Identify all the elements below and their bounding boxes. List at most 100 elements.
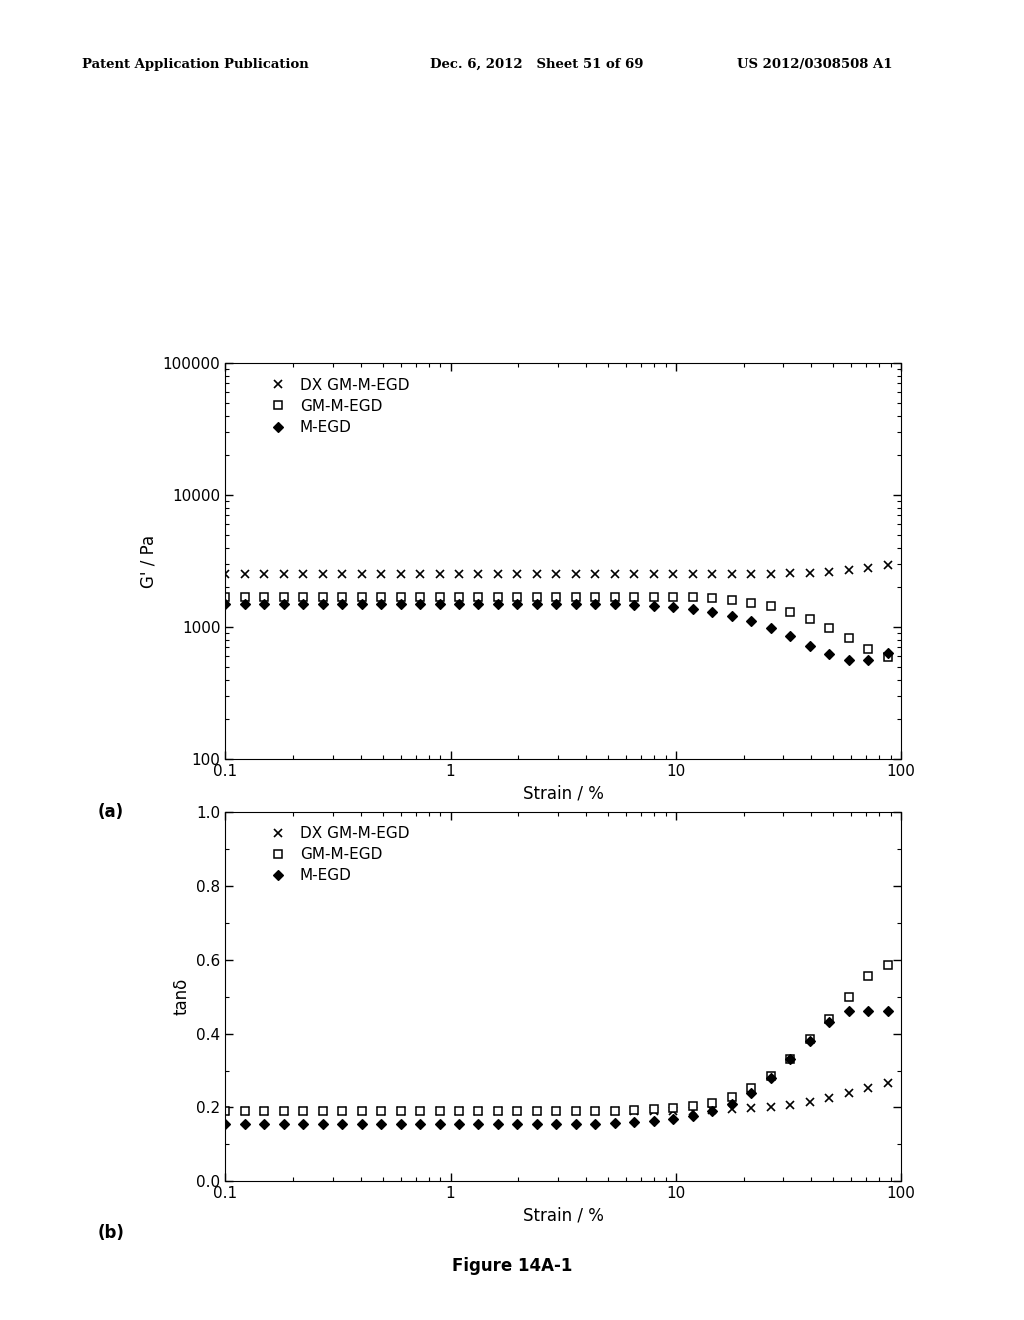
M-EGD xyxy=(882,645,894,661)
GM-M-EGD xyxy=(882,957,894,973)
Line: DX GM-M-EGD: DX GM-M-EGD xyxy=(221,1080,892,1115)
M-EGD xyxy=(453,1117,465,1133)
M-EGD xyxy=(608,597,621,612)
M-EGD xyxy=(239,1117,251,1133)
M-EGD xyxy=(765,1071,777,1086)
M-EGD xyxy=(316,1117,329,1133)
DX GM-M-EGD xyxy=(394,566,407,582)
M-EGD xyxy=(394,595,407,611)
M-EGD xyxy=(862,652,874,668)
DX GM-M-EGD xyxy=(843,562,855,578)
M-EGD xyxy=(589,1117,601,1133)
DX GM-M-EGD xyxy=(628,1104,640,1119)
M-EGD xyxy=(530,595,543,611)
DX GM-M-EGD xyxy=(765,566,777,582)
M-EGD xyxy=(608,1115,621,1131)
M-EGD xyxy=(784,628,797,644)
M-EGD xyxy=(278,595,290,611)
DX GM-M-EGD xyxy=(278,566,290,582)
GM-M-EGD xyxy=(511,1104,523,1119)
DX GM-M-EGD xyxy=(667,566,679,582)
M-EGD xyxy=(492,595,504,611)
M-EGD xyxy=(687,601,699,616)
M-EGD xyxy=(765,620,777,636)
M-EGD xyxy=(414,1117,426,1133)
M-EGD xyxy=(667,599,679,615)
GM-M-EGD xyxy=(239,589,251,605)
M-EGD xyxy=(433,1117,445,1133)
M-EGD xyxy=(628,597,640,612)
GM-M-EGD xyxy=(784,1052,797,1068)
GM-M-EGD xyxy=(804,611,816,627)
M-EGD xyxy=(355,1117,368,1133)
M-EGD xyxy=(297,595,309,611)
GM-M-EGD xyxy=(804,1031,816,1047)
GM-M-EGD xyxy=(375,1104,387,1119)
GM-M-EGD xyxy=(784,605,797,620)
DX GM-M-EGD xyxy=(687,566,699,582)
M-EGD xyxy=(647,1113,659,1129)
DX GM-M-EGD xyxy=(492,566,504,582)
GM-M-EGD xyxy=(823,619,836,635)
DX GM-M-EGD xyxy=(569,1104,582,1119)
M-EGD xyxy=(589,597,601,612)
GM-M-EGD xyxy=(530,589,543,605)
GM-M-EGD xyxy=(862,969,874,985)
GM-M-EGD xyxy=(687,589,699,605)
DX GM-M-EGD xyxy=(784,565,797,581)
DX GM-M-EGD xyxy=(823,1090,836,1106)
GM-M-EGD xyxy=(726,593,738,609)
DX GM-M-EGD xyxy=(375,566,387,582)
Text: (b): (b) xyxy=(97,1224,124,1242)
M-EGD xyxy=(569,595,582,611)
DX GM-M-EGD xyxy=(628,566,640,582)
M-EGD xyxy=(823,647,836,663)
M-EGD xyxy=(239,595,251,611)
GM-M-EGD xyxy=(355,1104,368,1119)
DX GM-M-EGD xyxy=(550,566,562,582)
GM-M-EGD xyxy=(843,631,855,647)
Text: Dec. 6, 2012   Sheet 51 of 69: Dec. 6, 2012 Sheet 51 of 69 xyxy=(430,58,643,71)
DX GM-M-EGD xyxy=(472,566,484,582)
DX GM-M-EGD xyxy=(511,566,523,582)
GM-M-EGD xyxy=(765,598,777,614)
GM-M-EGD xyxy=(550,1104,562,1119)
DX GM-M-EGD xyxy=(258,1104,270,1119)
DX GM-M-EGD xyxy=(745,1101,758,1117)
DX GM-M-EGD xyxy=(608,1104,621,1119)
GM-M-EGD xyxy=(258,1104,270,1119)
M-EGD xyxy=(355,595,368,611)
DX GM-M-EGD xyxy=(414,566,426,582)
M-EGD xyxy=(336,595,348,611)
DX GM-M-EGD xyxy=(726,566,738,582)
M-EGD xyxy=(375,595,387,611)
GM-M-EGD xyxy=(278,1104,290,1119)
Legend: DX GM-M-EGD, GM-M-EGD, M-EGD: DX GM-M-EGD, GM-M-EGD, M-EGD xyxy=(260,375,413,438)
DX GM-M-EGD xyxy=(433,566,445,582)
GM-M-EGD xyxy=(472,1104,484,1119)
GM-M-EGD xyxy=(569,589,582,605)
M-EGD xyxy=(784,1052,797,1068)
GM-M-EGD xyxy=(765,1068,777,1084)
GM-M-EGD xyxy=(608,589,621,605)
DX GM-M-EGD xyxy=(316,566,329,582)
M-EGD xyxy=(316,595,329,611)
M-EGD xyxy=(375,1117,387,1133)
M-EGD xyxy=(278,1117,290,1133)
DX GM-M-EGD xyxy=(843,1085,855,1101)
DX GM-M-EGD xyxy=(726,1101,738,1117)
GM-M-EGD xyxy=(843,989,855,1005)
Line: GM-M-EGD: GM-M-EGD xyxy=(221,961,892,1115)
GM-M-EGD xyxy=(219,1104,231,1119)
Line: M-EGD: M-EGD xyxy=(222,1008,891,1127)
GM-M-EGD xyxy=(219,589,231,605)
M-EGD xyxy=(726,1096,738,1111)
Line: GM-M-EGD: GM-M-EGD xyxy=(221,593,892,661)
DX GM-M-EGD xyxy=(472,1104,484,1119)
GM-M-EGD xyxy=(316,1104,329,1119)
Line: M-EGD: M-EGD xyxy=(222,601,891,664)
M-EGD xyxy=(219,1117,231,1133)
GM-M-EGD xyxy=(278,589,290,605)
GM-M-EGD xyxy=(492,1104,504,1119)
M-EGD xyxy=(472,1117,484,1133)
